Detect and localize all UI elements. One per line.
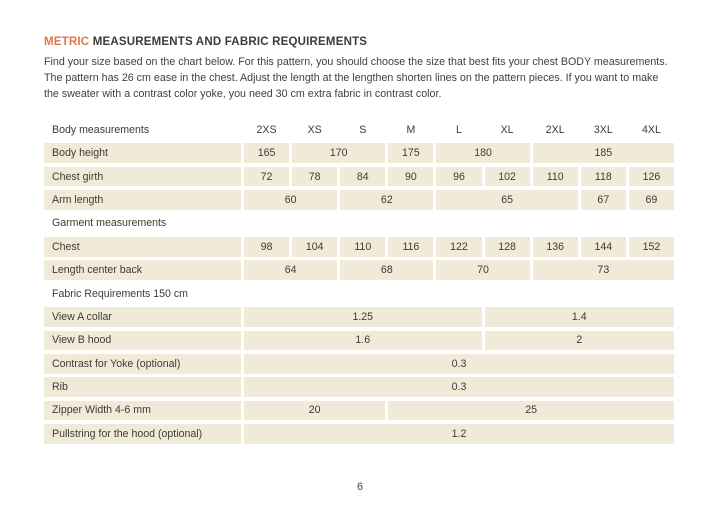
value-cell: 64 [244, 260, 338, 280]
value-cell: 84 [340, 166, 386, 187]
size-column-header: S [359, 123, 367, 136]
value-cell: 68 [340, 260, 434, 280]
row-label: Length center back [44, 260, 241, 280]
value-cell: 122 [436, 236, 482, 257]
value-cell: 72 [244, 166, 290, 187]
value-cell: 25 [388, 400, 674, 421]
table-row: View B hood 1.6 2 [44, 330, 674, 351]
value-cell: 2 [484, 330, 674, 351]
row-label: Pullstring for the hood (optional) [44, 424, 241, 444]
value-cell: 185 [532, 143, 674, 163]
value-cell: 90 [388, 166, 434, 187]
value-cell: 104 [292, 236, 338, 257]
value-cell: 144 [580, 236, 626, 257]
row-label: Garment measurements [52, 217, 167, 230]
row-label: Body measurements [52, 123, 150, 136]
size-column-header: L [456, 123, 462, 136]
size-column-header: XS [307, 123, 322, 136]
page-title: METRIC MEASUREMENTS AND FABRIC REQUIREME… [44, 36, 367, 48]
row-label: Contrast for Yoke (optional) [44, 353, 241, 374]
size-column-header: 4XL [642, 123, 661, 136]
table-row: Chest 98 104 110 116 122 128 136 144 152 [44, 236, 674, 257]
value-cell: 70 [436, 260, 530, 280]
row-label: Chest girth [44, 166, 241, 187]
value-cell: 1.25 [244, 307, 482, 327]
table-section-row: Fabric Requirements 150 cm [44, 284, 674, 304]
size-column-header: XL [500, 123, 514, 136]
table-row: Arm length 60 62 65 67 69 [44, 190, 674, 210]
size-column-header: M [406, 123, 416, 136]
value-cell: 1.2 [244, 424, 674, 444]
table-row: Chest girth 72 78 84 90 96 102 110 118 126 [44, 166, 674, 187]
value-cell: 165 [244, 143, 290, 163]
title-rest: MEASUREMENTS AND FABRIC REQUIREMENTS [92, 36, 368, 48]
value-cell: 60 [244, 190, 338, 210]
value-cell: 67 [580, 190, 626, 210]
table-row: Body height 165 170 175 180 185 [44, 143, 674, 163]
value-cell: 1.4 [484, 307, 674, 327]
row-label: Rib [44, 377, 241, 397]
value-cell: 126 [628, 166, 674, 187]
title-highlight: METRIC [44, 36, 90, 48]
row-label: Fabric Requirements 150 cm [52, 287, 189, 300]
value-cell: 78 [292, 166, 338, 187]
table-section-row: Garment measurements [44, 214, 674, 234]
row-label: View A collar [44, 307, 241, 327]
table-row: Length center back 64 68 70 73 [44, 260, 674, 280]
value-cell: 180 [436, 143, 530, 163]
value-cell: 96 [436, 166, 482, 187]
value-cell: 118 [580, 166, 626, 187]
value-cell: 98 [244, 236, 290, 257]
table-row: Rib 0.3 [44, 377, 674, 397]
value-cell: 62 [340, 190, 434, 210]
row-label: Chest [44, 236, 241, 257]
value-cell: 116 [388, 236, 434, 257]
table-row: Zipper Width 4-6 mm 20 25 [44, 400, 674, 421]
table-row: View A collar 1.25 1.4 [44, 307, 674, 327]
value-cell: 102 [484, 166, 530, 187]
value-cell: 175 [388, 143, 434, 163]
table-row: Contrast for Yoke (optional) 0.3 [44, 353, 674, 374]
size-column-header: 3XL [593, 123, 613, 136]
value-cell: 136 [532, 236, 578, 257]
size-and-fabric-table: Body measurements 2XS XS S M L XL 2XL 3XL 4XL Body… [44, 120, 674, 447]
intro-paragraph: Find your size based on the chart below.… [44, 56, 668, 100]
value-cell: 128 [484, 236, 530, 257]
value-cell: 20 [244, 400, 386, 421]
value-cell: 65 [436, 190, 578, 210]
value-cell: 152 [628, 236, 674, 257]
value-cell: 110 [532, 166, 578, 187]
table-row: Pullstring for the hood (optional) 1.2 [44, 424, 674, 444]
value-cell: 110 [340, 236, 386, 257]
row-label: Arm length [44, 190, 241, 210]
page-number: 6 [356, 481, 363, 493]
value-cell: 0.3 [244, 377, 674, 397]
value-cell: 0.3 [244, 353, 674, 374]
size-column-header: 2XL [545, 123, 565, 136]
table-row: Body measurements 2XS XS S M L XL 2XL 3XL 4XL [44, 120, 674, 140]
value-cell: 73 [532, 260, 674, 280]
size-column-header: 2XS [256, 123, 277, 136]
row-label: Zipper Width 4-6 mm [44, 400, 241, 421]
value-cell: 170 [292, 143, 386, 163]
row-label: View B hood [44, 330, 241, 351]
value-cell: 1.6 [244, 330, 482, 351]
row-label: Body height [44, 143, 241, 163]
value-cell: 69 [628, 190, 674, 210]
